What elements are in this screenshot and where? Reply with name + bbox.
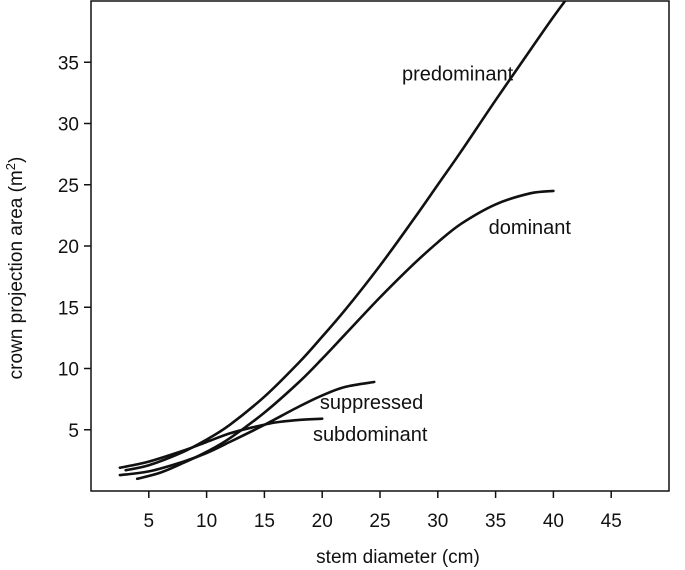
y-tick-label-4: 25 <box>58 176 79 197</box>
x-axis-label: stem diameter (cm) <box>316 547 480 568</box>
y-tick-label-0: 5 <box>68 421 79 442</box>
y-tick-label-5: 30 <box>58 115 79 136</box>
x-tick-label-5: 30 <box>427 511 448 532</box>
y-tick-label-1: 10 <box>58 360 79 381</box>
series-line-predominant <box>124 1 567 472</box>
series-label-subdominant: subdominant <box>313 424 428 446</box>
y-tick-label-3: 20 <box>58 237 79 258</box>
x-tick-label-3: 20 <box>312 511 333 532</box>
x-tick-label-7: 40 <box>543 511 564 532</box>
y-tick-label-2: 15 <box>58 298 79 319</box>
curves <box>118 1 567 481</box>
series-label-suppressed: suppressed <box>320 392 423 414</box>
series-line-suppressed <box>118 417 324 469</box>
x-tick-label-2: 15 <box>254 511 275 532</box>
x-tick-label-8: 45 <box>601 511 622 532</box>
y-axis-label-sup: 2 <box>3 163 18 170</box>
plot-frame <box>90 0 670 492</box>
series-label-predominant: predominant <box>402 64 514 86</box>
x-tick-label-6: 35 <box>485 511 506 532</box>
y-axis-label-end: ) <box>6 157 27 163</box>
y-axis: 5 10 15 20 25 30 35 <box>58 53 91 442</box>
series-labels: predominant dominant subdominant suppressed <box>313 64 571 446</box>
x-tick-label-1: 10 <box>196 511 217 532</box>
y-axis-label-text: crown projection area (m <box>6 170 27 379</box>
y-axis-label: crown projection area (m2) <box>3 157 28 380</box>
series-label-dominant: dominant <box>489 217 572 239</box>
x-tick-label-4: 25 <box>369 511 390 532</box>
x-axis: 5 10 15 20 25 30 35 40 45 <box>144 491 622 532</box>
series-line-subdominant <box>118 380 376 477</box>
x-tick-label-0: 5 <box>144 511 155 532</box>
y-tick-label-6: 35 <box>58 53 79 74</box>
